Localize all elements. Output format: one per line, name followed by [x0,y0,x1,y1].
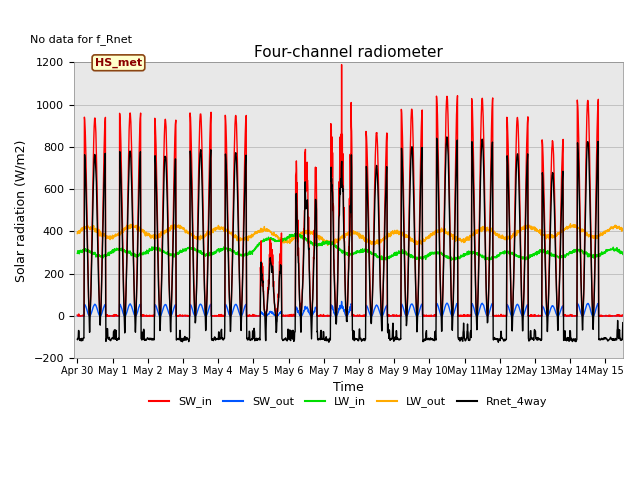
Text: No data for f_Rnet: No data for f_Rnet [30,34,132,45]
Rnet_4way [415,267,422,273]
LW_in [619,252,627,257]
SW_in [338,62,346,68]
SW_in [619,312,627,318]
Legend: SW_in, SW_out, LW_in, LW_out, Rnet_4way: SW_in, SW_out, LW_in, LW_out, Rnet_4way [145,392,552,412]
LW_in [415,258,423,264]
Text: HS_met: HS_met [95,58,142,68]
Rnet_4way [600,335,608,341]
SW_in [74,312,81,318]
Line: Rnet_4way: Rnet_4way [77,137,623,342]
LW_out [74,231,81,237]
Rnet_4way [431,336,439,342]
SW_out [106,313,113,319]
LW_out [353,231,361,237]
Rnet_4way [536,336,543,341]
LW_out [619,227,627,232]
Title: Four-channel radiometer: Four-channel radiometer [254,45,443,60]
Line: SW_in: SW_in [77,65,623,316]
SW_in [536,313,543,319]
SW_out [74,313,82,319]
LW_out [415,238,423,243]
SW_in [106,312,113,318]
LW_in [292,230,300,236]
Rnet_4way [443,134,451,140]
SW_in [432,313,440,319]
SW_in [415,231,423,237]
Rnet_4way [106,335,113,340]
SW_out [354,313,362,319]
SW_out [432,313,440,319]
Line: SW_out: SW_out [77,301,623,316]
LW_out [600,228,608,234]
SW_out [600,313,608,319]
Rnet_4way [353,336,361,342]
SW_in [74,313,82,319]
LW_in [353,249,361,255]
Y-axis label: Solar radiation (W/m2): Solar radiation (W/m2) [15,139,28,282]
LW_in [74,251,81,256]
Line: LW_out: LW_out [77,224,623,245]
Rnet_4way [74,336,81,342]
SW_in [600,313,608,319]
SW_in [354,312,362,318]
SW_out [338,299,346,304]
LW_out [106,236,113,241]
LW_in [432,250,440,255]
LW_out [324,242,332,248]
LW_out [535,230,543,236]
SW_out [415,308,423,314]
LW_in [600,249,608,255]
Line: LW_in: LW_in [77,233,623,261]
LW_in [106,252,113,258]
SW_out [536,313,543,319]
LW_in [536,249,543,254]
SW_out [619,313,627,319]
X-axis label: Time: Time [333,382,364,395]
LW_out [566,221,574,227]
Rnet_4way [619,320,627,325]
LW_in [415,255,423,261]
Rnet_4way [495,339,502,345]
SW_out [74,313,81,319]
LW_out [432,228,440,234]
